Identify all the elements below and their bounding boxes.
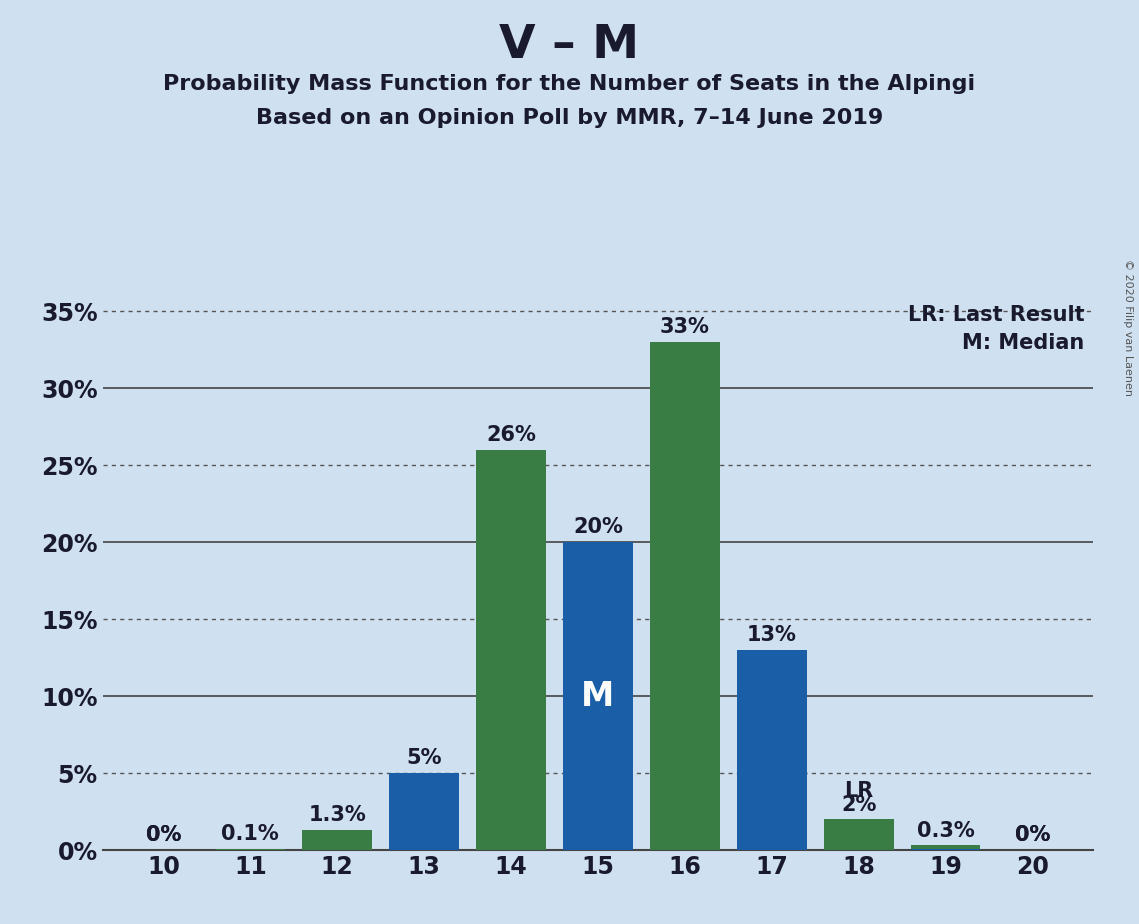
Text: 33%: 33% bbox=[659, 317, 710, 337]
Text: 0.3%: 0.3% bbox=[917, 821, 975, 841]
Text: V – M: V – M bbox=[499, 23, 640, 68]
Bar bbox=[911, 848, 981, 850]
Bar bbox=[390, 773, 459, 850]
Text: LR: Last Result: LR: Last Result bbox=[908, 305, 1084, 325]
Text: © 2020 Filip van Laenen: © 2020 Filip van Laenen bbox=[1123, 259, 1133, 395]
Text: 26%: 26% bbox=[486, 425, 536, 445]
Bar bbox=[911, 845, 981, 850]
Text: 0.1%: 0.1% bbox=[221, 824, 279, 844]
Bar bbox=[476, 450, 546, 850]
Text: 0%: 0% bbox=[146, 825, 181, 845]
Bar bbox=[737, 650, 806, 850]
Text: LR: LR bbox=[844, 781, 874, 801]
Text: 5%: 5% bbox=[407, 748, 442, 769]
Text: 13%: 13% bbox=[747, 626, 797, 645]
Bar bbox=[650, 342, 720, 850]
Bar bbox=[563, 542, 633, 850]
Bar bbox=[823, 820, 893, 850]
Text: 0%: 0% bbox=[1015, 825, 1050, 845]
Text: Probability Mass Function for the Number of Seats in the Alpingi: Probability Mass Function for the Number… bbox=[163, 74, 976, 94]
Text: 0%: 0% bbox=[1015, 825, 1050, 845]
Text: M: M bbox=[581, 679, 615, 712]
Bar bbox=[303, 830, 372, 850]
Text: 20%: 20% bbox=[573, 517, 623, 538]
Text: 1.3%: 1.3% bbox=[309, 806, 366, 825]
Text: 2%: 2% bbox=[841, 795, 876, 815]
Bar bbox=[215, 848, 285, 850]
Text: M: Median: M: Median bbox=[962, 333, 1084, 353]
Text: 0%: 0% bbox=[146, 825, 181, 845]
Text: Based on an Opinion Poll by MMR, 7–14 June 2019: Based on an Opinion Poll by MMR, 7–14 Ju… bbox=[256, 108, 883, 128]
